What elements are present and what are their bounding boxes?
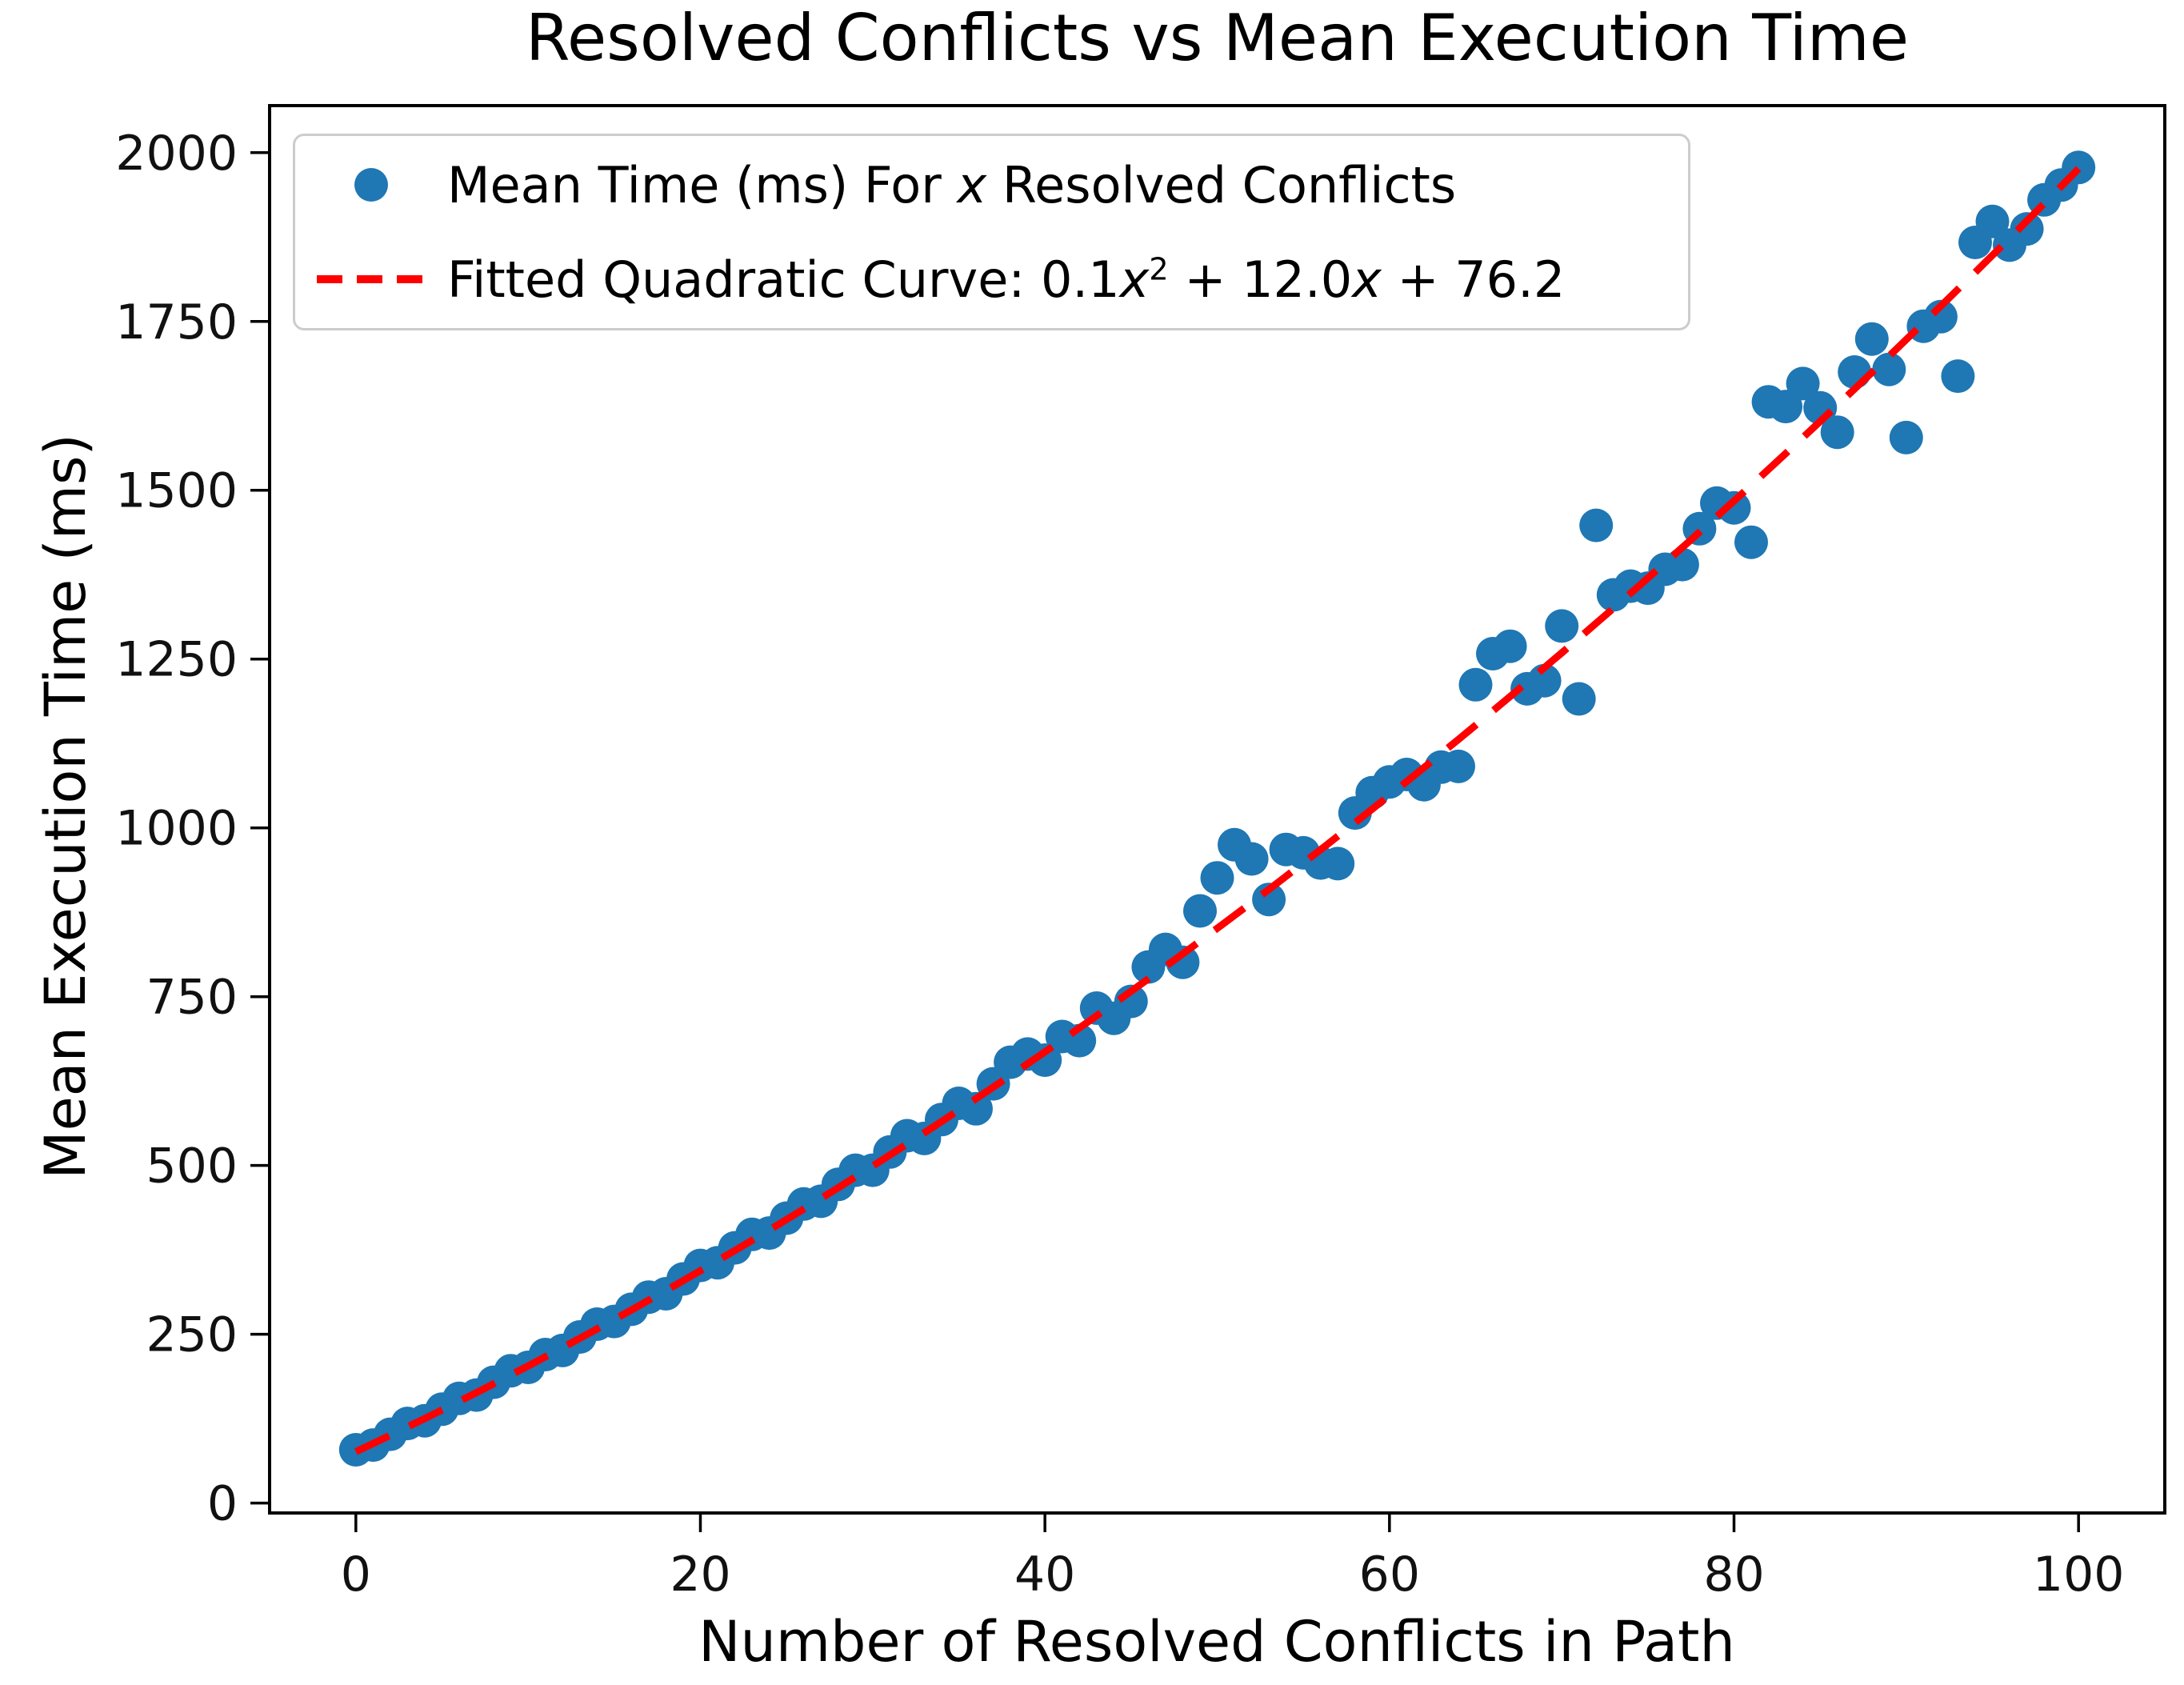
y-tick-label: 2000 [115,126,238,182]
legend: Mean Time (ms) For x Resolved Conflicts … [293,134,1690,330]
scatter-point [1786,366,1820,401]
plot-area [268,104,2166,1515]
scatter-point [2010,212,2044,246]
scatter-point [1200,861,1234,895]
scatter-point [1545,609,1579,643]
legend-label-scatter: Mean Time (ms) For x Resolved Conflicts [447,156,1456,214]
scatter-point [1872,352,1906,386]
scatter-point [1028,1043,1062,1077]
legend-text: Fitted Quadratic Curve: 0.1 [447,250,1120,309]
scatter-point [1923,299,1958,334]
legend-text: Mean Time (ms) For [447,155,958,214]
scatter-point [1183,894,1217,928]
scatter-point [1562,682,1596,716]
scatter-point [1527,663,1562,698]
scatter-point [1579,508,1614,542]
x-tick-label: 60 [1359,1547,1420,1603]
scatter-point [1941,359,1975,394]
scatter-point [1820,415,1854,450]
legend-var-x: x [1119,250,1150,309]
x-tick-label: 100 [2033,1547,2125,1603]
x-tick-label: 40 [1014,1547,1075,1603]
y-tick-label: 500 [146,1139,238,1195]
scatter-point [1166,945,1200,979]
fitted-curve [354,166,2082,1455]
scatter-point [1442,749,1475,783]
scatter-point [1252,883,1286,917]
x-axis-label: Number of Resolved Conflicts in Path [698,1609,1735,1675]
legend-var-x: x [957,155,987,214]
scatter-point [1458,667,1493,702]
legend-label-fit: Fitted Quadratic Curve: 0.1x2 + 12.0x + … [447,250,1565,309]
scatter-point [1234,842,1269,876]
y-tick-label: 1750 [115,294,238,350]
y-tick-label: 1250 [115,632,238,688]
scatter-point [1717,490,1751,525]
x-tick-label: 80 [1703,1547,1764,1603]
legend-item-scatter: Mean Time (ms) For x Resolved Conflicts [295,138,1688,232]
y-tick-label: 1500 [115,463,238,519]
scatter-dot-icon [295,161,447,209]
scatter-point [1493,629,1527,663]
y-axis-label: Mean Execution Time (ms) [33,434,98,1179]
legend-superscript: 2 [1149,250,1169,287]
scatter-point [959,1091,993,1126]
scatter-point [1665,547,1699,582]
chart-title: Resolved Conflicts vs Mean Execution Tim… [525,1,1910,75]
dashed-line-icon [295,270,447,289]
legend-item-fit: Fitted Quadratic Curve: 0.1x2 + 12.0x + … [295,232,1688,326]
y-tick-label: 250 [146,1307,238,1363]
legend-text: + 76.2 [1381,250,1566,309]
legend-text: Resolved Conflicts [986,155,1457,214]
scatter-point [1889,420,1923,454]
scatter-point [1975,204,2010,238]
y-tick-label: 0 [207,1476,238,1532]
legend-text: + 12.0 [1168,250,1353,309]
scatter-point [1854,322,1889,356]
scatter-point [1838,355,1872,389]
scatter-point [1769,390,1803,424]
y-tick-label: 750 [146,970,238,1026]
scatter-point [1734,525,1768,559]
x-tick-label: 0 [341,1547,371,1603]
y-tick-label: 1000 [115,801,238,857]
legend-var-x: x [1352,250,1382,309]
x-tick-label: 20 [670,1547,730,1603]
scatter-point [1321,847,1355,881]
